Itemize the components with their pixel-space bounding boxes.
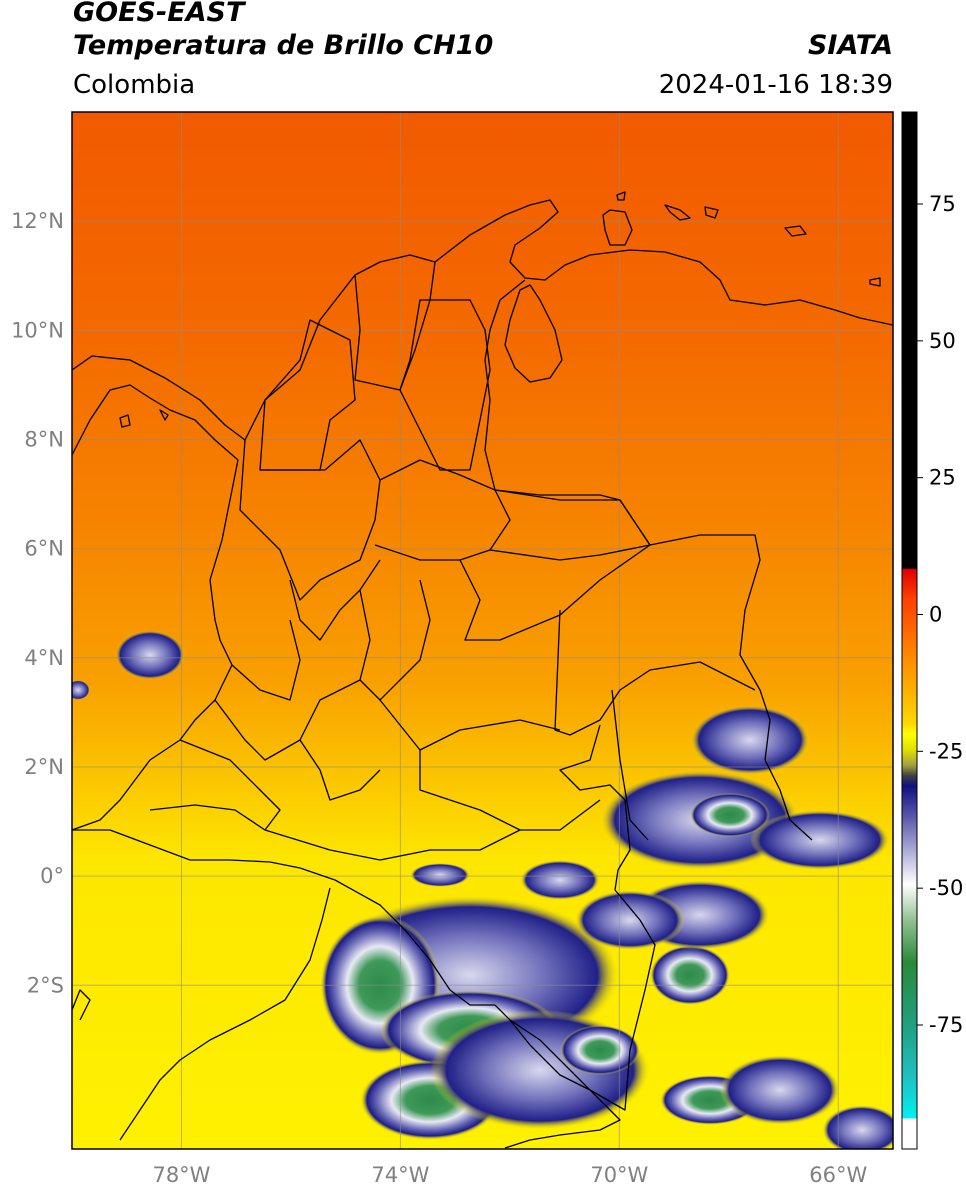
lat-tick-label: 12°N bbox=[11, 209, 64, 233]
lat-tick-label: 4°N bbox=[24, 646, 64, 670]
organization-label: SIATA bbox=[807, 30, 893, 61]
borders-and-coastlines bbox=[72, 191, 893, 1149]
latitude-tick-labels: 12°N 10°N 8°N 6°N 4°N 2°N 0° 2°S bbox=[11, 209, 64, 997]
colorbar-tick-label: 25 bbox=[929, 466, 956, 490]
colorbar-frame bbox=[901, 111, 918, 1150]
longitude-tick-labels: 78°W 74°W 70°W 66°W bbox=[152, 1163, 867, 1187]
graticule bbox=[72, 112, 893, 1149]
colorbar-tick-label: 50 bbox=[929, 329, 956, 353]
brightness-temperature-image bbox=[72, 112, 893, 1149]
lon-tick-label: 74°W bbox=[371, 1163, 429, 1187]
colorbar-tick-label: -50 bbox=[929, 876, 963, 900]
lon-tick-label: 66°W bbox=[809, 1163, 867, 1187]
lat-tick-label: 2°S bbox=[27, 973, 64, 997]
lat-tick-label: 6°N bbox=[24, 537, 64, 561]
colorbar-tick-label: -75 bbox=[929, 1013, 963, 1037]
colorbar-gradient bbox=[902, 112, 917, 1149]
lon-tick-label: 70°W bbox=[590, 1163, 648, 1187]
title-satellite: GOES-EAST bbox=[73, 0, 245, 28]
map-frame bbox=[71, 111, 894, 1150]
lon-tick-label: 78°W bbox=[152, 1163, 210, 1187]
lat-tick-label: 8°N bbox=[24, 427, 64, 451]
colorbar-tick-label: -25 bbox=[929, 739, 963, 763]
colorbar-ticks: 75 50 25 0 -25 -50 -75 bbox=[917, 192, 963, 1037]
lat-tick-label: 0° bbox=[40, 864, 64, 888]
colorbar-tick-label: 75 bbox=[929, 192, 956, 216]
colorbar: 75 50 25 0 -25 -50 -75 bbox=[901, 111, 963, 1150]
lat-tick-label: 10°N bbox=[11, 318, 64, 342]
title-product: Temperatura de Brillo CH10 bbox=[73, 30, 494, 61]
timestamp-label: 2024-01-16 18:39 bbox=[658, 70, 893, 100]
lat-tick-label: 2°N bbox=[24, 755, 64, 779]
region-label: Colombia bbox=[73, 70, 196, 100]
colorbar-tick-label: 0 bbox=[929, 603, 942, 627]
convective-clouds bbox=[72, 630, 893, 1149]
